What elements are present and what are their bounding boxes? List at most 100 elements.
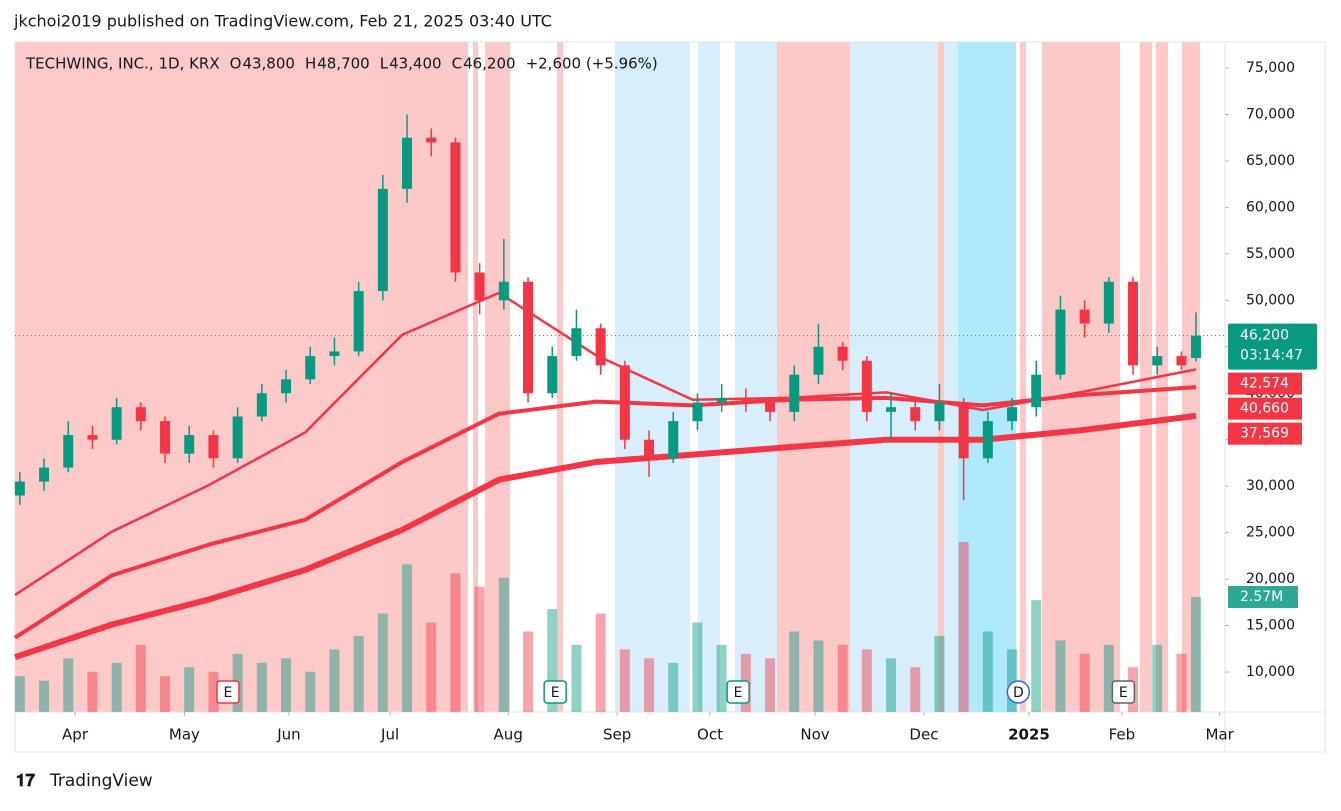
band (938, 42, 944, 712)
x-tick-label: Sep (603, 726, 631, 744)
volume-bar (305, 671, 316, 712)
candle-body (861, 360, 872, 412)
candle-body (39, 467, 50, 482)
candle-body (474, 272, 485, 301)
ma-tag (1228, 397, 1302, 420)
volume-bar (39, 680, 50, 712)
event-marker (1006, 680, 1031, 704)
candle-body (87, 435, 98, 440)
band (473, 42, 478, 712)
y-tick-label: 25,000 (1246, 525, 1295, 541)
event-marker (216, 680, 240, 704)
volume-bar (958, 542, 969, 712)
event-marker (543, 680, 567, 704)
y-tick-label: 15,000 (1246, 618, 1295, 634)
volume-bar (571, 644, 582, 712)
candle-body (571, 328, 582, 357)
band (1020, 42, 1026, 712)
volume-bar (160, 676, 171, 712)
candle-body (1103, 281, 1114, 324)
candle-body (958, 402, 969, 459)
y-tick-label: 10,000 (1246, 664, 1295, 680)
candle-body (1128, 281, 1139, 366)
ohlc-letter: H (305, 55, 316, 73)
legend-title: TECHWING, INC., 1D, KRX (25, 55, 220, 73)
x-tick-label: Dec (909, 726, 938, 744)
candle-body (450, 142, 461, 273)
volume-bar (281, 658, 292, 712)
footer: TradingView (49, 771, 153, 791)
band (1042, 42, 1120, 712)
event-label: D (1013, 685, 1024, 701)
band (15, 42, 468, 712)
y-tick-label: 70,000 (1246, 106, 1295, 122)
volume-bar (595, 613, 606, 712)
event-label: E (734, 685, 743, 701)
footer-logo: 𝟏𝟕 TradingView (16, 771, 153, 791)
volume-bar (1055, 640, 1066, 712)
ma-tag-label: 40,660 (1240, 401, 1289, 417)
candle-body (619, 365, 630, 440)
logo-mark: 𝟏𝟕 (16, 771, 35, 791)
candle-body (595, 328, 606, 366)
y-tick-label: 20,000 (1246, 571, 1295, 587)
x-tick-label: 2025 (1008, 726, 1050, 744)
volume-bar (1103, 644, 1114, 712)
band (735, 42, 777, 712)
volume-bar (813, 640, 824, 712)
candle-body (232, 416, 243, 459)
y-tick-label: 30,000 (1246, 478, 1295, 494)
event-marker (726, 680, 750, 704)
candle-body (329, 351, 340, 357)
volume-bar (861, 649, 872, 712)
x-tick-label: Mar (1206, 726, 1235, 744)
x-tick-label: Aug (494, 726, 523, 744)
volume-bar (1079, 653, 1090, 712)
volume-bar (668, 662, 679, 712)
ma-tag-label: 37,569 (1240, 426, 1289, 442)
volume-bar (1176, 653, 1187, 712)
ma-tag (1228, 372, 1302, 395)
volume-bar (184, 667, 195, 712)
candle-body (716, 397, 727, 403)
volume-bar (934, 635, 945, 712)
volume-bar (789, 631, 800, 712)
candle-body (498, 281, 509, 301)
ohlc-letter: L (380, 55, 389, 73)
candle-body (668, 421, 679, 459)
volume-tag (1228, 586, 1298, 609)
ma-tag (1228, 422, 1302, 445)
candle-body (789, 374, 800, 412)
volume-bar (63, 658, 74, 712)
ma-tag-label: 42,574 (1240, 376, 1289, 392)
candle-body (1055, 309, 1066, 375)
volume-bar (426, 622, 437, 712)
candle-body (160, 421, 171, 454)
ohlc-letter: O (230, 55, 242, 73)
event-marker (1111, 680, 1136, 704)
candle-body (208, 435, 219, 459)
x-tick-label: Apr (62, 726, 89, 744)
volume-bar (982, 631, 993, 712)
volume-bar (716, 644, 727, 712)
band (1182, 42, 1200, 712)
volume-bar (644, 658, 655, 712)
candle-body (982, 421, 993, 459)
y-tick-label: 65,000 (1246, 153, 1295, 169)
x-tick-label: May (169, 726, 200, 744)
band (698, 42, 720, 712)
x-tick-label: Jun (276, 726, 300, 744)
volume-bar (14, 676, 25, 712)
candle-body (377, 188, 388, 292)
candle-body (305, 356, 316, 380)
candle-body (1190, 335, 1201, 358)
ohlc-value: 43,800 (242, 55, 295, 73)
x-tick-label: Jul (380, 726, 399, 744)
volume-bar (523, 631, 534, 712)
candle-body (402, 137, 413, 189)
candle-body (837, 346, 848, 361)
legend-change: +2,600 (+5.96%) (526, 55, 658, 73)
ohlc-value: 43,400 (389, 55, 442, 73)
header: jkchoi2019 published on TradingView.com,… (13, 12, 552, 31)
